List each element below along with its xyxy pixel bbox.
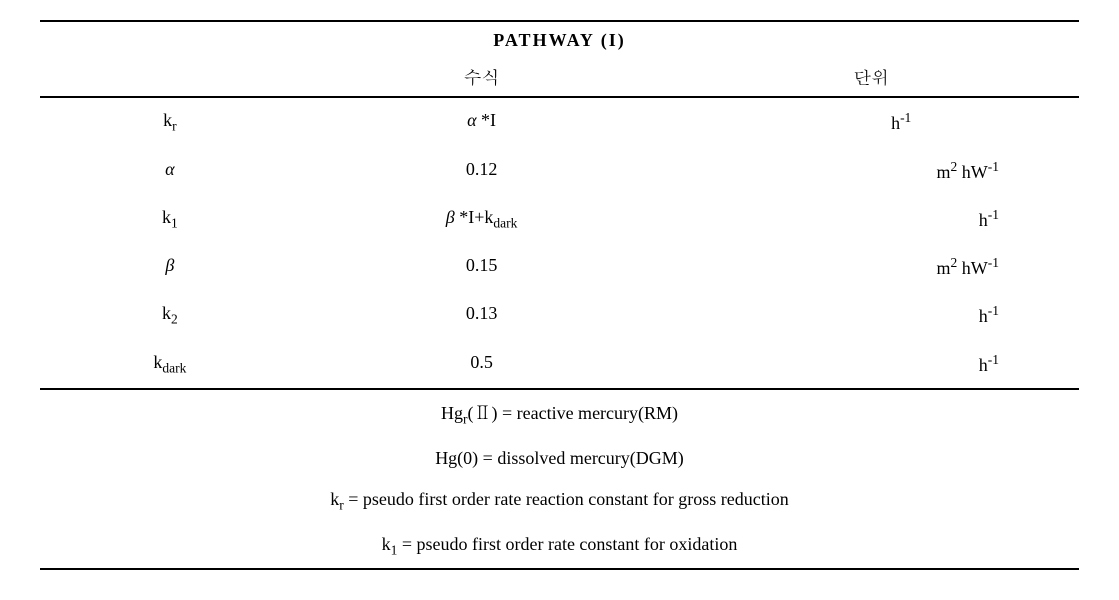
table-row: kdark0.5h-1 <box>40 340 1079 391</box>
footnote-block: Hgr(Ⅱ) = reactive mercury(RM)Hg(0) = dis… <box>40 390 1079 570</box>
row-unit: h-1 <box>663 352 1079 377</box>
table-row: α0.12m2 hW-1 <box>40 147 1079 195</box>
table-title: PATHWAY (I) <box>40 20 1079 59</box>
row-unit: h-1 <box>663 207 1079 232</box>
footnote-line: Hg(0) = dissolved mercury(DGM) <box>40 438 1079 479</box>
header-col1 <box>40 65 300 90</box>
row-label: kr <box>40 110 300 135</box>
footnote-line: k1 = pseudo first order rate constant fo… <box>40 524 1079 569</box>
row-formula: 0.12 <box>300 159 664 183</box>
footnote-line: kr = pseudo first order rate reaction co… <box>40 479 1079 524</box>
header-row: 수식 단위 <box>40 59 1079 98</box>
table-row: β0.15m2 hW-1 <box>40 243 1079 291</box>
row-unit: m2 hW-1 <box>663 159 1079 183</box>
header-col3: 단위 <box>663 65 1079 90</box>
row-formula: 0.13 <box>300 303 664 328</box>
row-formula: α *I <box>300 110 664 135</box>
pathway-table: PATHWAY (I) 수식 단위 krα *Ih-1α0.12m2 hW-1k… <box>40 20 1079 570</box>
row-unit: m2 hW-1 <box>663 255 1079 279</box>
header-col2: 수식 <box>300 65 664 90</box>
row-formula: β *I+kdark <box>300 207 664 232</box>
row-label: β <box>40 255 300 279</box>
row-unit: h-1 <box>663 110 1079 135</box>
table-row: krα *Ih-1 <box>40 98 1079 147</box>
row-label: k1 <box>40 207 300 232</box>
row-formula: 0.5 <box>300 352 664 377</box>
row-label: α <box>40 159 300 183</box>
row-formula: 0.15 <box>300 255 664 279</box>
table-row: k1β *I+kdarkh-1 <box>40 195 1079 244</box>
row-label: kdark <box>40 352 300 377</box>
row-label: k2 <box>40 303 300 328</box>
row-unit: h-1 <box>663 303 1079 328</box>
footnote-line: Hgr(Ⅱ) = reactive mercury(RM) <box>40 390 1079 438</box>
table-row: k20.13h-1 <box>40 291 1079 340</box>
